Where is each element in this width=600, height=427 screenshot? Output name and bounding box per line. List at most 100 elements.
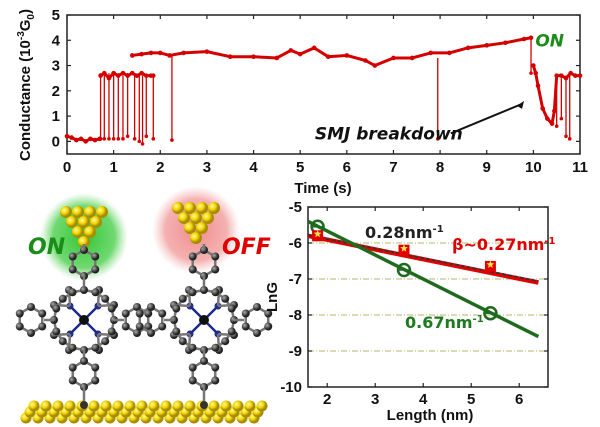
bottom-y-tick-label: -5 <box>289 199 302 216</box>
top-y-ticks: 0 1 2 3 4 5 <box>52 7 580 150</box>
conductance-point <box>549 121 555 126</box>
atom <box>15 309 24 318</box>
atom <box>121 309 130 318</box>
gold-tip-atom <box>190 212 202 224</box>
conductance-point <box>535 83 541 89</box>
top-y-tick-label: 1 <box>52 108 60 125</box>
top-plot-frame <box>66 14 581 155</box>
conductance-point <box>567 137 572 141</box>
conductance-point <box>447 50 452 56</box>
fit-lines <box>307 219 540 339</box>
gold-substrate-atom <box>52 400 64 412</box>
bottom-x-ticks: 2 3 4 5 6 <box>323 207 523 408</box>
gold-tip-atom <box>196 202 208 214</box>
conductance-point <box>554 73 559 78</box>
gold-tip-atom <box>184 202 196 214</box>
conductance-point <box>554 124 559 128</box>
conductance-point <box>144 134 149 139</box>
gold-substrate-atom <box>256 400 268 412</box>
bottom-y-tick-label: -9 <box>289 343 302 360</box>
bottom-x-tick-label: 5 <box>467 391 475 408</box>
conductance-point <box>564 134 568 139</box>
atom <box>101 337 110 346</box>
atom <box>79 315 89 325</box>
gold-tip-atom <box>196 222 208 234</box>
top-x-tick-label: 1 <box>109 159 117 176</box>
gold-substrate-atom <box>64 400 76 412</box>
bottom-x-tick-label: 2 <box>323 391 331 408</box>
atom <box>178 294 187 303</box>
top-x-tick-label: 10 <box>525 159 542 176</box>
conductance-point <box>97 136 102 142</box>
atom <box>188 252 197 261</box>
bottom-gridlines <box>308 242 548 352</box>
gold-substrate-atom <box>88 400 100 412</box>
atom <box>211 376 220 385</box>
top-x-tick-label: 3 <box>203 159 211 176</box>
ylabel-sub: 0 <box>26 14 37 20</box>
conductance-point <box>116 137 121 141</box>
lng-length-plot: 2 3 4 5 6 -5 -6 -7 -8 -9 -10 Length (nm) LnG 0.28… <box>264 199 556 424</box>
atom <box>68 288 77 297</box>
top-x-tick-label: 9 <box>483 159 491 176</box>
atom <box>227 304 236 313</box>
atom <box>133 329 141 337</box>
reference-data-point <box>486 260 495 268</box>
gold-tip-atom <box>72 206 84 218</box>
conductance-time-plot: 0 1 2 3 4 5 6 7 8 9 10 11 0 1 2 3 4 5 Time (s) Conductan… <box>16 7 588 197</box>
conductance-point <box>111 70 116 76</box>
atom <box>211 265 220 274</box>
ylabel-mid: G <box>17 20 34 32</box>
conductance-point <box>391 55 396 61</box>
conductance-point <box>102 137 107 141</box>
atom <box>172 304 181 313</box>
atom <box>91 376 100 385</box>
conductance-point <box>151 137 156 141</box>
conductance-point <box>139 70 144 76</box>
atom <box>91 252 100 261</box>
conductance-trace <box>64 35 583 146</box>
top-y-tick-label: 4 <box>52 32 61 49</box>
label-0.67-sup: -1 <box>473 314 484 325</box>
gold-tip-atom <box>202 212 214 224</box>
conductance-point <box>74 137 79 143</box>
gold-tip-atom <box>66 216 78 228</box>
top-x-tick-label: 0 <box>63 159 71 176</box>
atom <box>68 265 77 274</box>
state-glow <box>152 186 240 274</box>
bottom-y-tick-label: -10 <box>280 379 302 396</box>
gold-tip-atom <box>96 206 108 218</box>
atom <box>144 322 153 331</box>
atom <box>241 309 250 318</box>
conductance-point <box>297 51 303 57</box>
fit-line-reference <box>307 234 539 283</box>
gold-tip-atom <box>72 226 84 238</box>
conductance-point <box>129 70 135 76</box>
atom <box>221 337 230 346</box>
gold-substrate-atom <box>208 400 220 412</box>
conductance-point <box>129 53 135 58</box>
conductance-point <box>363 58 368 63</box>
conductance-point <box>372 63 378 68</box>
conductance-point <box>288 48 294 53</box>
gold-substrate-atom <box>172 400 184 412</box>
conductance-point <box>409 55 415 61</box>
gold-tip-atom <box>84 226 96 238</box>
bottom-x-axis-label: Length (nm) <box>387 407 474 424</box>
bottom-x-tick-label: 6 <box>515 391 523 408</box>
top-x-tick-label: 4 <box>249 159 258 176</box>
atom <box>147 303 155 311</box>
conductance-point <box>428 50 434 56</box>
conductance-point <box>134 73 140 78</box>
top-y-tick-label: 5 <box>52 7 60 24</box>
atom <box>144 309 153 318</box>
atom <box>211 363 220 372</box>
conductance-point <box>181 50 186 56</box>
atom <box>200 286 208 294</box>
off-state-label: OFF <box>222 235 271 260</box>
top-x-tick-label: 7 <box>389 159 397 176</box>
reference-data-point <box>313 230 322 238</box>
conductance-point <box>533 70 538 76</box>
label-beta-main: β~0.27nm <box>452 235 544 254</box>
